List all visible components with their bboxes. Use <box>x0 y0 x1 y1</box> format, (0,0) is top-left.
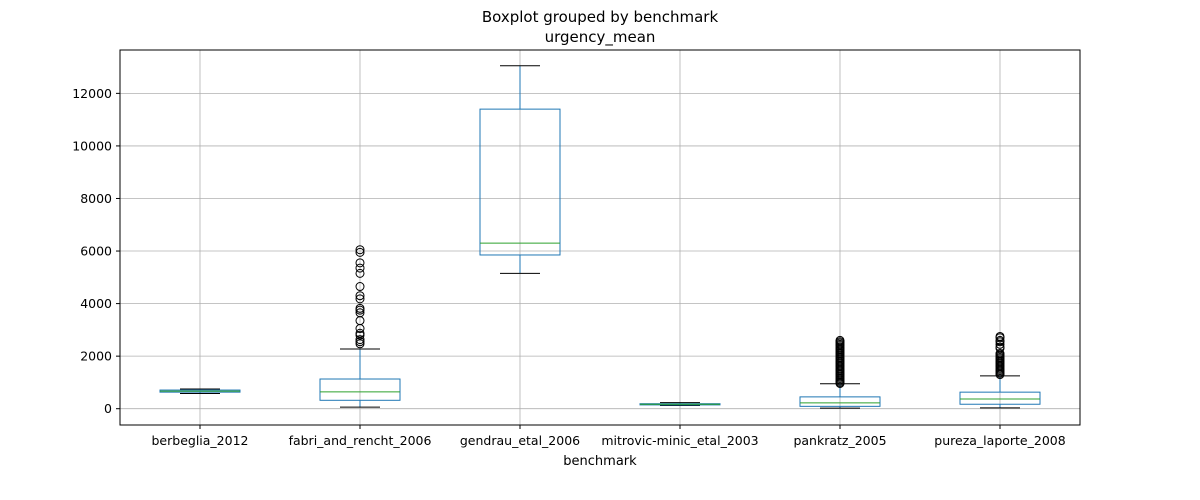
y-tick-label: 12000 <box>72 86 112 101</box>
outlier-point <box>355 258 365 268</box>
x-tick-label: gendrau_etal_2006 <box>460 433 580 448</box>
chart-subtitle: urgency_mean <box>545 28 656 47</box>
y-tick-label: 0 <box>104 401 112 416</box>
outlier-point <box>355 328 365 338</box>
outlier-point <box>995 335 1005 345</box>
outlier-point <box>355 335 365 345</box>
x-tick-label: pureza_laporte_2008 <box>934 433 1065 448</box>
outlier-point <box>355 291 365 301</box>
grid-lines <box>120 50 1080 425</box>
y-tick-label: 10000 <box>72 138 112 153</box>
outlier-point <box>835 335 845 345</box>
x-axis-ticks: berbeglia_2012 fabri_and_rencht_2006 gendr… <box>152 425 1066 448</box>
outlier-point <box>355 268 365 278</box>
outlier-point <box>355 294 365 304</box>
y-tick-label: 4000 <box>80 296 112 311</box>
outlier-point <box>355 339 365 349</box>
x-tick-label: mitrovic-minic_etal_2003 <box>601 433 758 448</box>
iqr-box <box>319 378 401 401</box>
outlier-point <box>355 247 365 257</box>
outlier-point <box>355 308 365 318</box>
outlier-point <box>355 303 365 313</box>
y-tick-label: 2000 <box>80 349 112 364</box>
y-tick-label: 8000 <box>80 191 112 206</box>
outlier-point <box>355 245 365 255</box>
outlier-point <box>355 282 365 292</box>
y-axis-ticks: 0 2000 4000 6000 8000 10000 12000 <box>72 86 120 416</box>
iqr-box <box>479 108 561 256</box>
chart-title: Boxplot grouped by benchmark <box>482 8 719 26</box>
outlier-point <box>995 349 1005 359</box>
plot-area-frame <box>119 49 1081 426</box>
x-axis-label: benchmark <box>563 454 637 469</box>
outlier-point <box>995 331 1005 341</box>
box-series <box>159 65 1041 409</box>
outlier-point <box>355 263 365 273</box>
iqr-box <box>959 391 1041 405</box>
x-tick-label: pankratz_2005 <box>793 433 886 448</box>
x-tick-label: fabri_and_rencht_2006 <box>289 433 432 448</box>
y-tick-label: 6000 <box>80 244 112 259</box>
x-tick-label: berbeglia_2012 <box>152 433 249 448</box>
iqr-box <box>799 396 881 407</box>
outlier-point <box>995 342 1005 352</box>
